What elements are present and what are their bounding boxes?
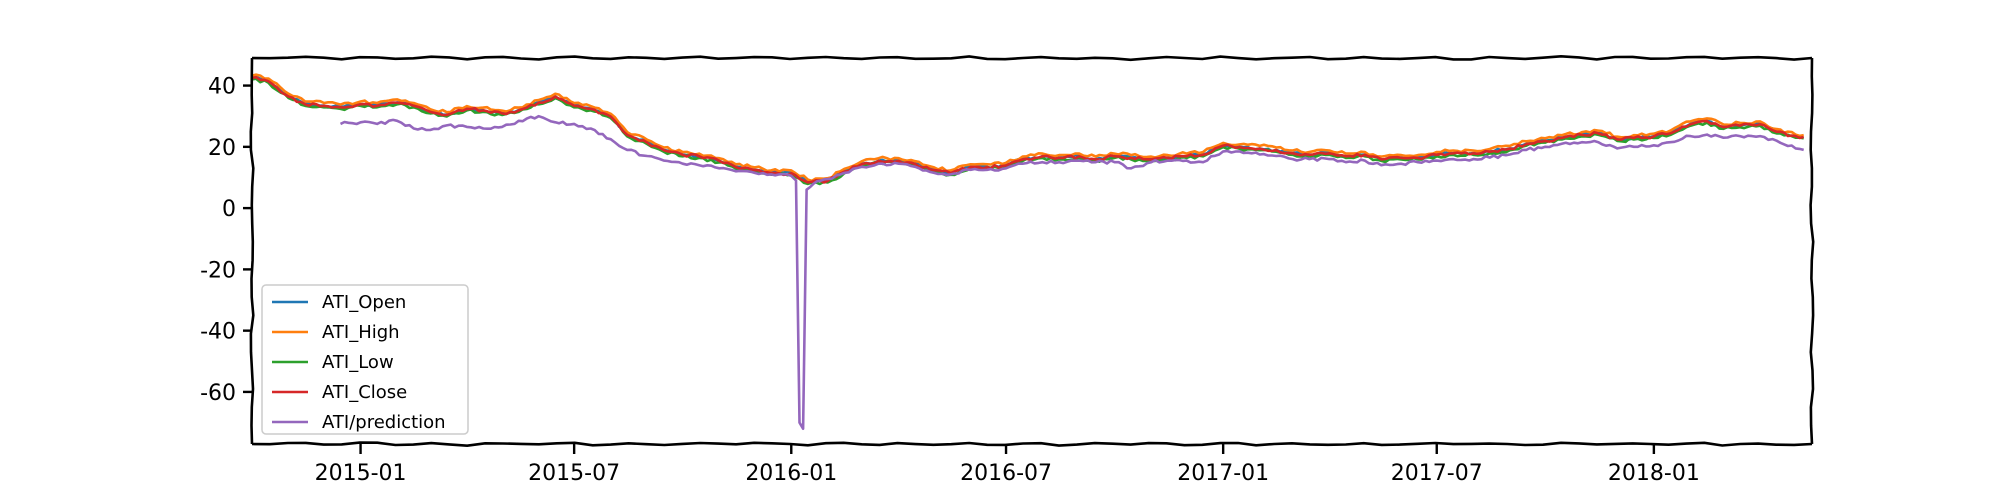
legend-label: ATI/prediction [322, 412, 446, 433]
x-tick-label: 2016-07 [960, 461, 1052, 486]
legend-item: ATI_Close [272, 382, 407, 403]
series-line-ati-prediction [339, 114, 1805, 430]
x-axis: 2015-01 2015-07 2016-01 2016-07 2017-01 2017-… [315, 444, 1700, 486]
x-tick-label: 2017-07 [1391, 461, 1483, 486]
legend-item: ATI/prediction [272, 412, 446, 433]
series-line-ati-low [251, 77, 1804, 186]
y-tick-label: -60 [200, 381, 236, 406]
y-tick-label: -40 [200, 320, 236, 345]
legend-item: ATI_High [272, 322, 400, 343]
series-line-ati-open [251, 75, 1778, 184]
x-tick-label: 2018-01 [1608, 461, 1700, 486]
y-tick-label: 0 [222, 197, 236, 222]
series-layer [251, 73, 1805, 430]
x-tick-label: 2017-01 [1177, 461, 1269, 486]
legend-label: ATI_Close [322, 382, 407, 403]
legend: ATI_Open ATI_High ATI_Low ATI_Close ATI/pred… [261, 284, 469, 435]
series-line-ati-close [251, 75, 1805, 184]
y-tick-label: -20 [200, 258, 236, 283]
legend-label: ATI_High [322, 322, 400, 343]
x-tick-label: 2015-07 [528, 461, 620, 486]
frame-top [251, 54, 1813, 62]
y-axis: 40 20 0 -20 -40 -60 [200, 75, 252, 406]
y-tick-label: 40 [208, 75, 236, 100]
y-tick-label: 20 [208, 136, 236, 161]
legend-item: ATI_Low [272, 352, 394, 373]
legend-item: ATI_Open [272, 292, 406, 313]
legend-label: ATI_Open [322, 292, 406, 313]
frame-bottom [251, 441, 1813, 448]
legend-box [261, 284, 469, 435]
frame-right [1809, 57, 1815, 445]
plot-frame [249, 54, 1815, 448]
x-tick-label: 2016-01 [745, 461, 837, 486]
legend-label: ATI_Low [322, 352, 394, 373]
frame-left [249, 57, 255, 445]
x-tick-label: 2015-01 [315, 461, 407, 486]
series-line-ati-high [251, 73, 1804, 183]
